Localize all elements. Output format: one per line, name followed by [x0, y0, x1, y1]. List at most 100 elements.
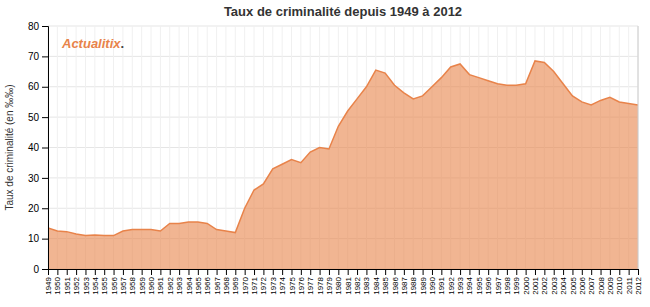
- tick-label: 1989: [419, 276, 428, 294]
- axis-line: [42, 27, 49, 270]
- tick-mark: [226, 269, 227, 275]
- tick-label: 1951: [63, 276, 72, 294]
- tick-label: 1953: [82, 276, 91, 294]
- tick-label: 2003: [550, 276, 559, 294]
- tick: 1953: [82, 269, 91, 295]
- tick: 1991: [437, 269, 446, 295]
- grid-line: [48, 26, 638, 27]
- tick-mark: [348, 269, 349, 275]
- tick-label: 1972: [259, 276, 268, 294]
- tick-mark: [366, 269, 367, 275]
- tick-mark: [320, 269, 321, 275]
- tick-label: 1962: [166, 276, 175, 294]
- tick-label: 2010: [615, 276, 624, 294]
- tick-mark: [160, 269, 161, 275]
- tick-mark: [42, 117, 48, 118]
- tick-label: 1965: [194, 276, 203, 294]
- tick: 1975: [288, 269, 297, 295]
- tick-label: 1996: [484, 276, 493, 294]
- tick-mark: [76, 269, 77, 275]
- tick-label: 1976: [297, 276, 306, 294]
- tick-mark: [460, 269, 461, 275]
- tick-mark: [376, 269, 377, 275]
- tick: 1999: [512, 269, 521, 295]
- tick-label: 1997: [494, 276, 503, 294]
- tick: 0: [33, 264, 48, 275]
- tick: 2009: [606, 269, 615, 295]
- tick-label: 1998: [503, 276, 512, 294]
- tick: 1955: [100, 269, 109, 295]
- tick: 2010: [615, 269, 624, 295]
- tick-mark: [563, 269, 564, 275]
- tick-mark: [535, 269, 536, 275]
- tick-mark: [591, 269, 592, 275]
- marks: [48, 61, 638, 269]
- tick: 1990: [428, 269, 437, 295]
- tick: 20: [28, 203, 48, 214]
- tick-label: 1969: [231, 276, 240, 294]
- plot: 1949195019511952195319541955195619571958…: [28, 21, 643, 295]
- tick: 30: [28, 173, 48, 184]
- annotation: Actualitix.: [61, 36, 124, 51]
- tick-label: 70: [28, 51, 40, 62]
- tick-label: 1967: [213, 276, 222, 294]
- area: [48, 61, 638, 269]
- tick-label: 1956: [110, 276, 119, 294]
- tick: 70: [28, 51, 48, 62]
- tick: 2000: [522, 269, 531, 295]
- tick-mark: [404, 269, 405, 275]
- tick-mark: [263, 269, 264, 275]
- tick-label: 2012: [634, 276, 643, 294]
- tick: 2002: [540, 269, 549, 295]
- tick-mark: [451, 269, 452, 275]
- tick-label: 2009: [606, 276, 615, 294]
- tick-label: 1957: [119, 276, 128, 294]
- tick-label: 1966: [203, 276, 212, 294]
- tick-label: 10: [28, 233, 40, 244]
- tick-label: 2001: [531, 276, 540, 294]
- tick: 1964: [185, 269, 194, 295]
- tick-label: 1999: [512, 276, 521, 294]
- tick-mark: [629, 269, 630, 275]
- tick-label: 1984: [372, 276, 381, 294]
- tick-label: 40: [28, 142, 40, 153]
- tick-mark: [123, 269, 124, 275]
- tick-mark: [42, 208, 48, 209]
- title: Taux de criminalité depuis 1949 à 2012: [224, 4, 462, 19]
- tick-mark: [395, 269, 396, 275]
- tick: 10: [28, 233, 48, 244]
- tick-label: 2002: [540, 276, 549, 294]
- tick-label: 1963: [175, 276, 184, 294]
- tick-mark: [291, 269, 292, 275]
- tick-label: 1958: [128, 276, 137, 294]
- tick: 1981: [344, 269, 353, 295]
- tick-mark: [142, 269, 143, 275]
- tick-mark: [413, 269, 414, 275]
- tick-mark: [42, 87, 48, 88]
- tick-mark: [507, 269, 508, 275]
- tick-label: 2011: [625, 276, 634, 294]
- grid-line: [113, 26, 114, 269]
- annotation-text: Actualitix: [61, 36, 121, 51]
- tick: 1978: [316, 269, 325, 295]
- tick: 1984: [372, 269, 381, 295]
- tick-label: 1985: [381, 276, 390, 294]
- grid-line: [48, 56, 638, 57]
- tick-mark: [42, 56, 48, 57]
- frame: [638, 26, 639, 269]
- tick-mark: [638, 269, 639, 275]
- tick-mark: [235, 269, 236, 275]
- tick: 1973: [269, 269, 278, 295]
- tick-label: 1975: [288, 276, 297, 294]
- tick: 1952: [72, 269, 81, 295]
- tick-label: 1987: [400, 276, 409, 294]
- tick: 1980: [334, 269, 343, 295]
- tick: 50: [28, 112, 48, 123]
- tick: 2011: [625, 269, 634, 294]
- axis-line: [49, 270, 639, 276]
- tick: 1996: [484, 269, 493, 295]
- tick-mark: [582, 269, 583, 275]
- tick: 1992: [447, 269, 456, 295]
- tick-mark: [67, 269, 68, 275]
- tick-label: 1954: [91, 276, 100, 294]
